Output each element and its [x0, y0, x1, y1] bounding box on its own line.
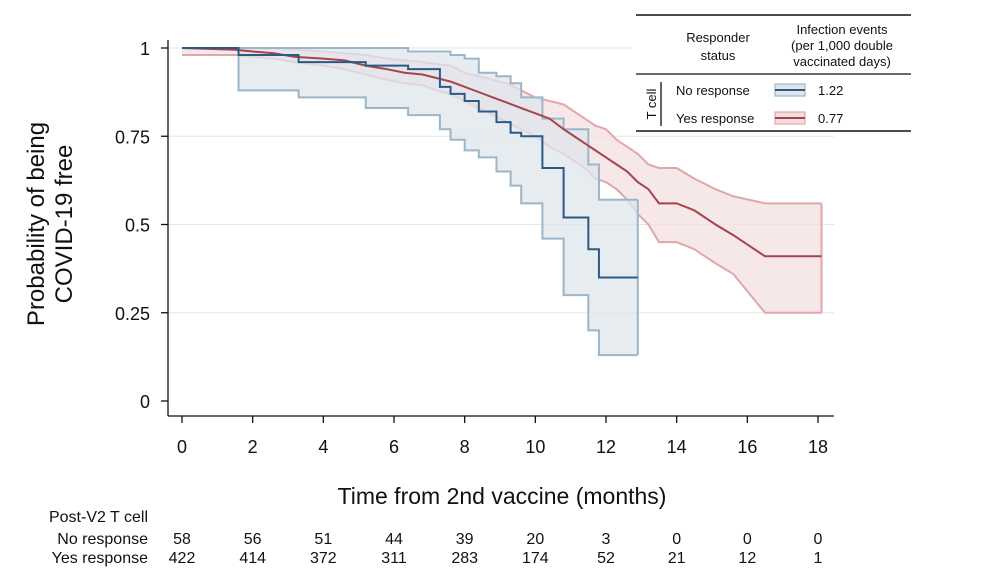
at-risk-count: 0 — [814, 531, 823, 548]
x-tick-label: 8 — [460, 437, 470, 457]
at-risk-count: 311 — [381, 550, 407, 567]
at-risk-count: 414 — [239, 550, 266, 567]
legend-row-value: 1.22 — [818, 83, 843, 98]
y-axis-label-line-2: COVID-19 free — [51, 145, 78, 304]
y-tick-label: 0.5 — [125, 216, 150, 236]
at-risk-title: Post-V2 T cell — [49, 509, 148, 526]
legend-background — [632, 14, 912, 132]
y-tick-label: 0.75 — [115, 127, 150, 147]
at-risk-count: 422 — [169, 550, 196, 567]
at-risk-count: 52 — [597, 550, 615, 567]
legend-group-label-text: T cell — [644, 88, 659, 119]
legend-header-events: vaccinated days) — [793, 54, 891, 69]
x-tick-label: 12 — [596, 437, 616, 457]
at-risk-count: 1 — [814, 550, 823, 567]
at-risk-row-label: No response — [57, 531, 148, 548]
y-tick-label: 0 — [140, 392, 150, 412]
x-tick-label: 10 — [525, 437, 545, 457]
legend-group-label: T cell — [644, 88, 659, 119]
y-tick-label: 1 — [140, 39, 150, 59]
y-tick-label: 0.25 — [115, 304, 150, 324]
at-risk-count: 58 — [173, 531, 191, 548]
legend: Responder status Infection events(per 1,00… — [632, 14, 912, 132]
y-axis-label: Probability of being COVID-19 free — [23, 122, 78, 326]
at-risk-count: 174 — [522, 550, 549, 567]
x-tick-label: 16 — [737, 437, 757, 457]
legend-row-label: Yes response — [676, 111, 754, 126]
at-risk-count: 20 — [526, 531, 544, 548]
ci-upper-no-response — [182, 47, 638, 201]
x-tick-label: 2 — [248, 437, 258, 457]
at-risk-count: 51 — [314, 531, 332, 548]
at-risk-count: 0 — [672, 531, 681, 548]
survival-line-no-response — [182, 47, 638, 279]
x-tick-label: 18 — [808, 437, 828, 457]
at-risk-count: 56 — [244, 531, 262, 548]
ci-lower-no-response — [182, 47, 638, 357]
ci-band-no-response — [182, 48, 638, 356]
y-axis-label-line-1: Probability of being — [23, 122, 50, 326]
at-risk-row-label: Yes response — [52, 550, 148, 567]
x-tick-label: 6 — [389, 437, 399, 457]
survival-line-yes-response — [181, 47, 822, 258]
at-risk-count: 44 — [385, 531, 403, 548]
x-tick-label: 14 — [667, 437, 687, 457]
at-risk-count: 283 — [451, 550, 478, 567]
legend-row-value: 0.77 — [818, 111, 843, 126]
at-risk-count: 12 — [738, 550, 756, 567]
at-risk-count: 3 — [602, 531, 611, 548]
at-risk-count: 0 — [743, 531, 752, 548]
legend-row-label: No response — [676, 83, 750, 98]
legend-header-events: Infection events — [796, 22, 888, 37]
legend-header-events: (per 1,000 double — [791, 38, 893, 53]
legend-header-status: status — [701, 48, 736, 63]
legend-header-status: Responder — [686, 30, 750, 45]
x-tick-label: 4 — [318, 437, 328, 457]
at-risk-count: 372 — [310, 550, 337, 567]
x-tick-label: 0 — [177, 437, 187, 457]
at-risk-count: 21 — [668, 550, 686, 567]
at-risk-count: 39 — [456, 531, 474, 548]
x-axis-label: Time from 2nd vaccine (months) — [338, 483, 667, 509]
